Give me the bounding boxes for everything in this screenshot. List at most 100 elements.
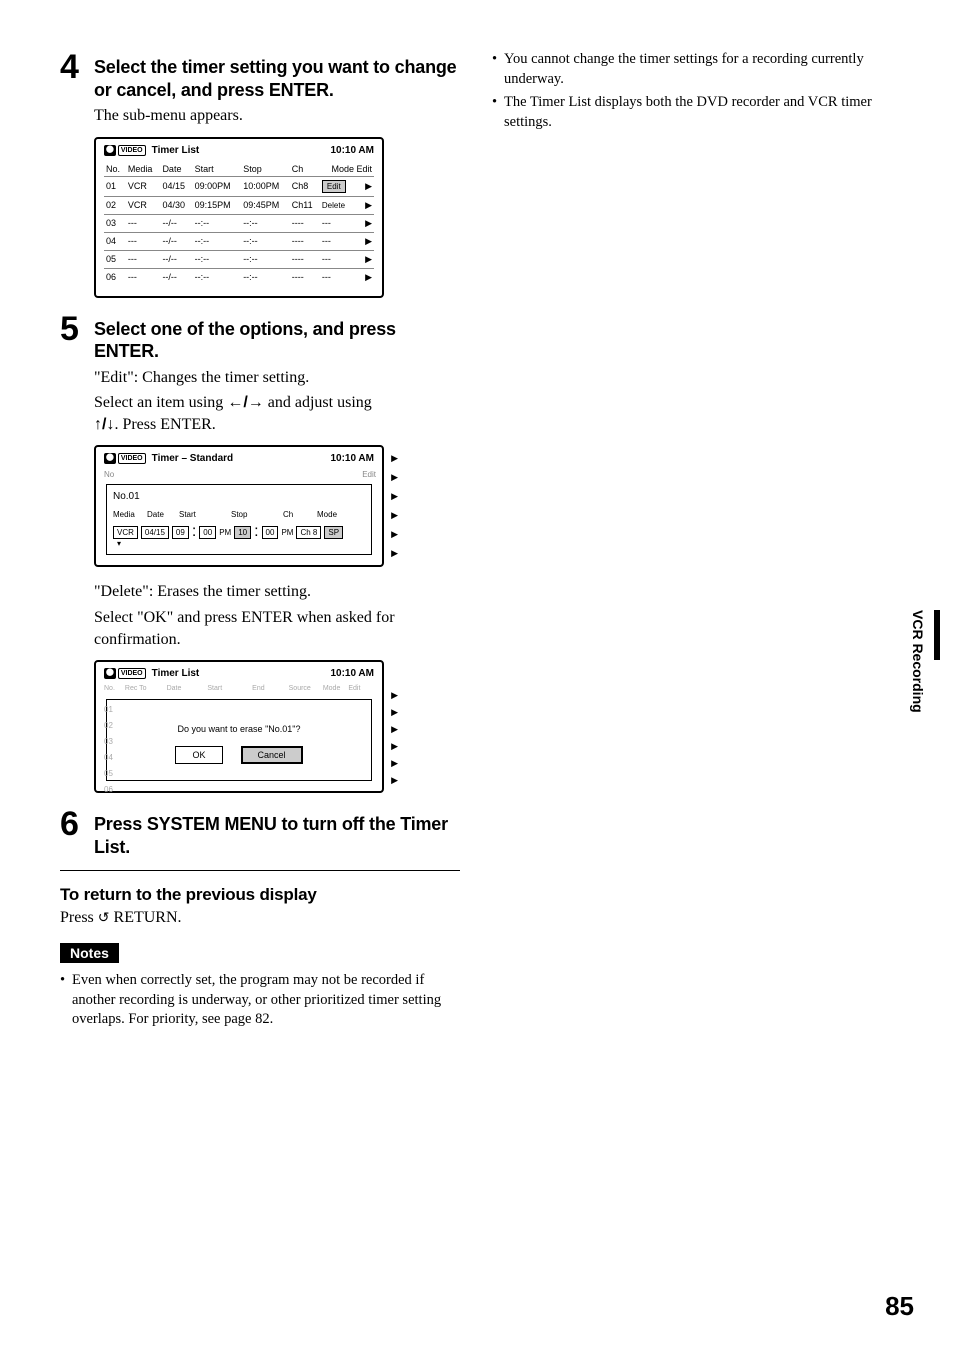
cell-no: 04 — [104, 232, 126, 250]
val-date[interactable]: 04/15 — [141, 526, 169, 539]
caret-indicator: ▾ — [117, 539, 365, 548]
table-row[interactable]: 06-----/----:----:---------▶ — [104, 268, 374, 286]
table-row[interactable]: 04-----/----:----:---------▶ — [104, 232, 374, 250]
gno-06: 06 — [104, 782, 113, 798]
cell-ch: ---- — [290, 232, 320, 250]
panel-icons: ⬤ VIDEO — [104, 453, 146, 464]
step-5-delete-line1: "Delete": Erases the timer setting. — [94, 581, 460, 603]
val-em[interactable]: 00 — [262, 526, 279, 539]
delete-dialog: Do you want to erase "No.01"? OK Cancel — [106, 699, 372, 781]
disc-icon: ⬤ — [104, 453, 116, 464]
ghost-header-3: No. Rec To Date Start End Source Mode Ed… — [104, 685, 374, 692]
cell-ch: ---- — [290, 214, 320, 232]
g-recto: Rec To — [125, 685, 147, 692]
panel2-side-arrows: ▶▶▶▶▶▶ — [391, 453, 398, 559]
cell-mode: --- — [320, 250, 359, 268]
cell-stop: 09:45PM — [241, 196, 290, 214]
cell-media: VCR — [126, 176, 161, 196]
separator — [60, 870, 460, 871]
cell-stop: --:-- — [241, 232, 290, 250]
step5-line2b: and adjust using — [264, 394, 372, 411]
val-media[interactable]: VCR — [113, 526, 138, 539]
note-3: The Timer List displays both the DVD rec… — [492, 93, 892, 132]
row-arrow-icon[interactable]: ▶ — [359, 232, 374, 250]
cell-date: 04/15 — [160, 176, 192, 196]
timer-delete-panel: ⬤ VIDEO Timer List 10:10 AM No. Rec To D… — [94, 660, 384, 793]
cell-no: 02 — [104, 196, 126, 214]
gno-03: 03 — [104, 734, 113, 750]
note-2: You cannot change the timer settings for… — [492, 50, 892, 89]
cell-mode: --- — [320, 232, 359, 250]
ghost-row-numbers: 01 02 03 04 05 06 — [104, 702, 113, 798]
cell-start: --:-- — [193, 214, 242, 232]
val-mode[interactable]: SP — [324, 526, 343, 539]
cell-no: 05 — [104, 250, 126, 268]
disc-icon: ⬤ — [104, 668, 116, 679]
val-eh[interactable]: 10 — [234, 526, 251, 539]
ok-button[interactable]: OK — [175, 746, 222, 764]
row-arrow-icon[interactable]: ▶ — [359, 250, 374, 268]
cell-stop: --:-- — [241, 268, 290, 286]
val-sm[interactable]: 00 — [199, 526, 216, 539]
cancel-button[interactable]: Cancel — [241, 746, 303, 764]
step-4-number: 4 — [60, 50, 94, 127]
step5-line3: . Press ENTER. — [114, 416, 215, 433]
video-icon: VIDEO — [118, 668, 146, 679]
cell-stop: --:-- — [241, 250, 290, 268]
hdr-start: Start — [179, 510, 227, 519]
cell-media: --- — [126, 268, 161, 286]
cell-media: --- — [126, 232, 161, 250]
cell-ch: ---- — [290, 250, 320, 268]
page-number: 85 — [885, 1291, 914, 1322]
cell-no: 01 — [104, 176, 126, 196]
g-no: No. — [104, 685, 115, 692]
cell-start: --:-- — [193, 232, 242, 250]
step-5-delete-line2: Select "OK" and press ENTER when asked f… — [94, 607, 460, 650]
edit-side-label: Edit — [362, 470, 376, 479]
note-1: Even when correctly set, the program may… — [60, 971, 460, 1030]
panel3-side-arrows: ▶▶▶▶▶▶ — [391, 690, 398, 786]
cell-mode: --- — [320, 268, 359, 286]
cell-mode: Delete — [320, 196, 359, 214]
table-row[interactable]: 03-----/----:----:---------▶ — [104, 214, 374, 232]
timer-standard-panel: ⬤ VIDEO Timer – Standard 10:10 AM NoEdit… — [94, 445, 384, 567]
hdr-date: Date — [147, 510, 175, 519]
cell-start: --:-- — [193, 268, 242, 286]
cell-date: --/-- — [160, 232, 192, 250]
cell-no: 06 — [104, 268, 126, 286]
table-row[interactable]: 01VCR04/1509:00PM10:00PMCh8Edit▶ — [104, 176, 374, 196]
cell-date: 04/30 — [160, 196, 192, 214]
cell-start: 09:15PM — [193, 196, 242, 214]
g-start: Start — [207, 685, 222, 692]
return-heading: To return to the previous display — [60, 885, 460, 905]
cell-stop: --:-- — [241, 214, 290, 232]
delete-button[interactable]: Delete — [322, 200, 345, 211]
return-text-b: RETURN. — [110, 909, 182, 926]
hdr-media: Media — [113, 510, 143, 519]
hdr-ch: Ch — [283, 510, 313, 519]
col-ch: Ch — [290, 162, 320, 177]
cell-start: --:-- — [193, 250, 242, 268]
disc-icon: ⬤ — [104, 145, 116, 156]
side-tab-label: VCR Recording — [910, 610, 926, 713]
val-ch[interactable]: Ch 8 — [296, 526, 321, 539]
step-4-title: Select the timer setting you want to cha… — [94, 56, 460, 101]
cell-date: --/-- — [160, 214, 192, 232]
val-sh[interactable]: 09 — [172, 526, 189, 539]
col-start: Start — [193, 162, 242, 177]
step-5-number: 5 — [60, 312, 94, 436]
row-arrow-icon[interactable]: ▶ — [359, 214, 374, 232]
row-arrow-icon[interactable]: ▶ — [359, 268, 374, 286]
cell-start: 09:00PM — [193, 176, 242, 196]
col-mode: Mode — [331, 164, 354, 174]
panel-icons: ⬤ VIDEO — [104, 668, 146, 679]
panel3-title: Timer List — [152, 668, 331, 679]
row-arrow-icon[interactable]: ▶ — [359, 196, 374, 214]
row-arrow-icon[interactable]: ▶ — [359, 176, 374, 196]
timer-edit-overlay: No.01 Media Date Start Stop Ch Mode VCR … — [106, 484, 372, 555]
return-text-a: Press — [60, 909, 98, 926]
col-stop: Stop — [241, 162, 290, 177]
edit-button[interactable]: Edit — [322, 180, 346, 193]
table-row[interactable]: 02VCR04/3009:15PM09:45PMCh11Delete▶ — [104, 196, 374, 214]
table-row[interactable]: 05-----/----:----:---------▶ — [104, 250, 374, 268]
